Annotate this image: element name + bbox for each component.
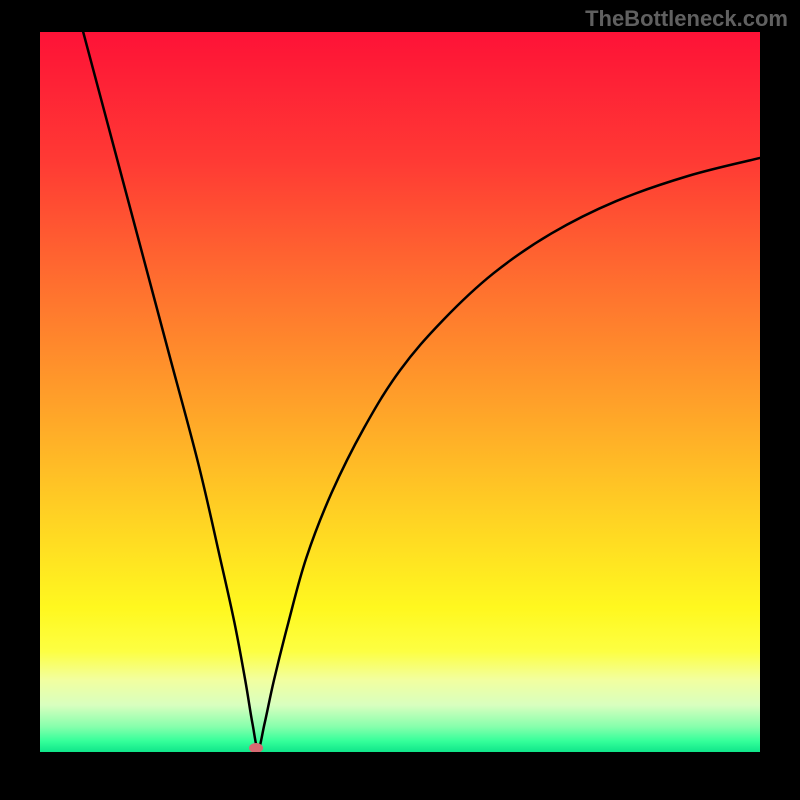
bottleneck-curve	[40, 32, 760, 752]
watermark-text: TheBottleneck.com	[585, 6, 788, 32]
plot-area	[40, 32, 760, 752]
trough-marker	[249, 743, 263, 752]
